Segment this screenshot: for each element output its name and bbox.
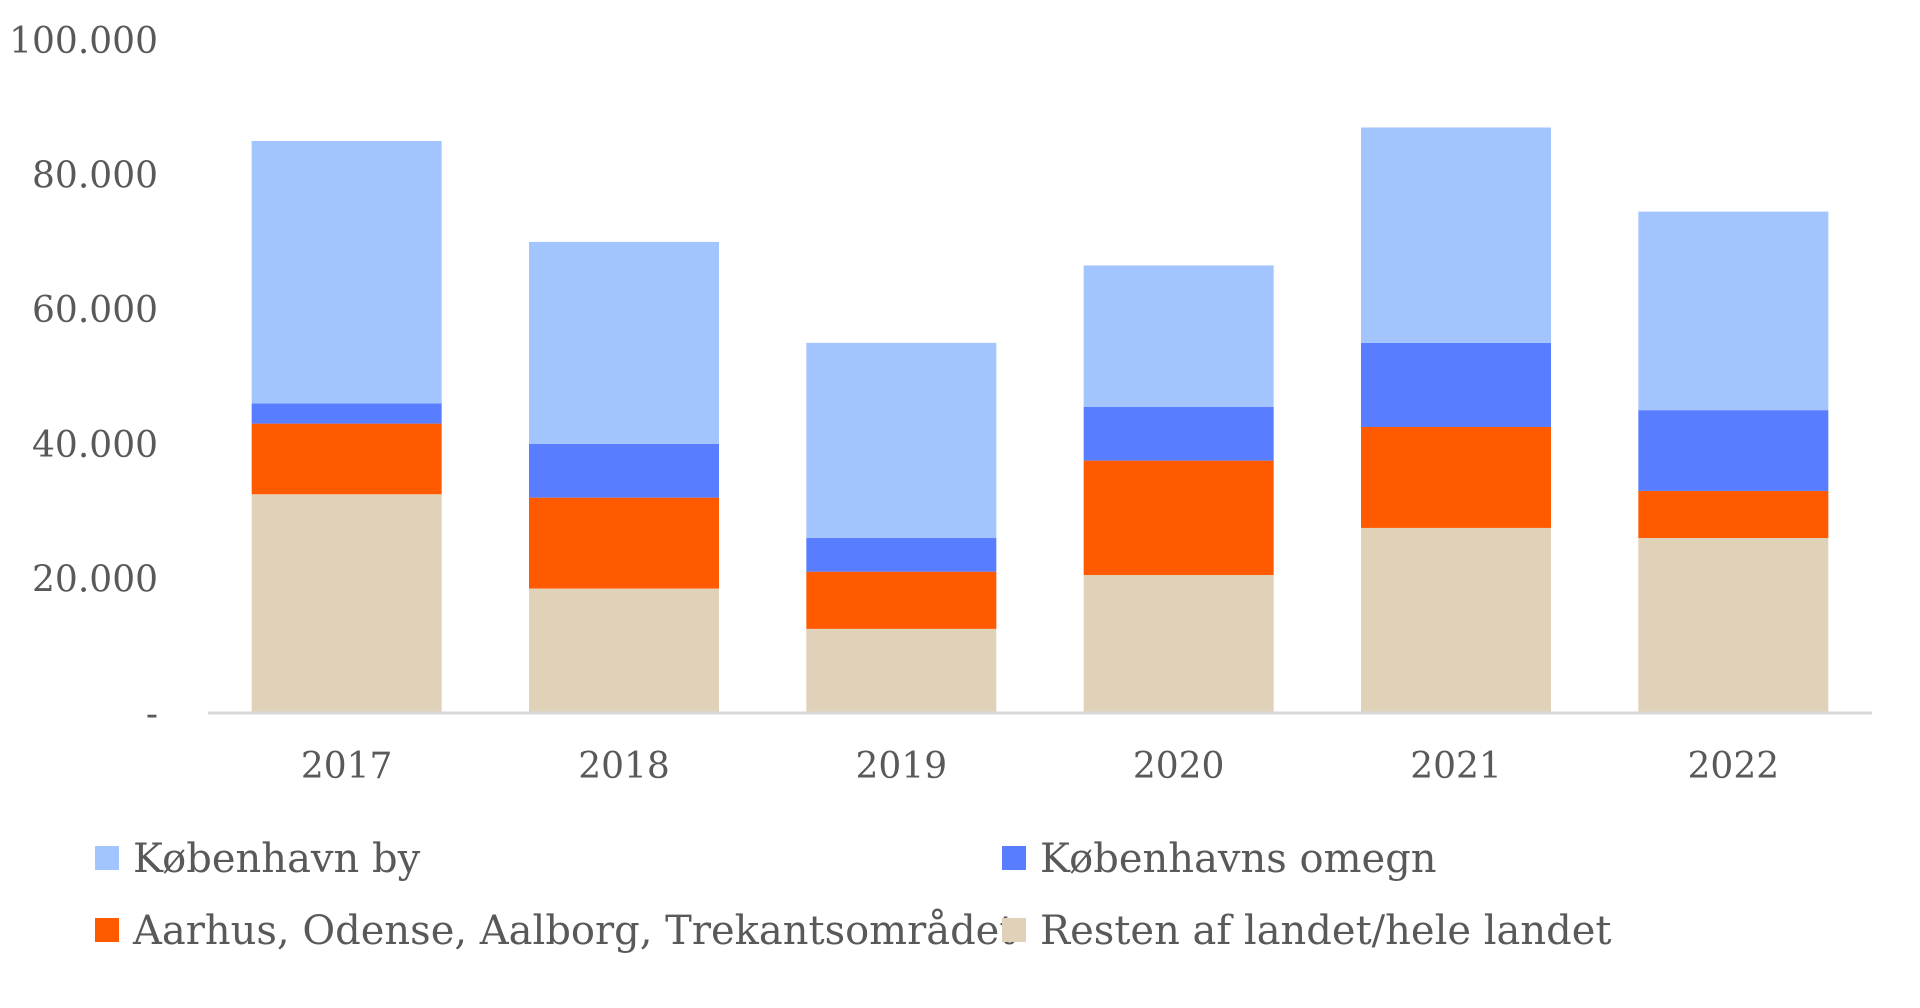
legend-label-series-1: Aarhus, Odense, Aalborg, Trekantsområdet (132, 908, 1015, 954)
bar-segment-2022-series-0 (1638, 538, 1829, 713)
bar-segment-2019-series-0 (806, 628, 997, 713)
bar-segment-2021-series-2 (1361, 342, 1551, 427)
legend-swatch-series-0 (1002, 918, 1026, 942)
bar-segment-2020-series-0 (1083, 575, 1274, 713)
bar-segment-2021-series-1 (1361, 426, 1551, 528)
y-tick-label: 20.000 (32, 559, 158, 600)
bar-segment-2022-series-1 (1638, 490, 1829, 539)
bar-segment-2017-series-2 (251, 403, 442, 424)
x-tick-label: 2020 (1133, 746, 1225, 787)
legend-swatch-series-2 (1002, 846, 1026, 870)
bar-segment-2018-series-2 (529, 443, 719, 498)
y-tick-label: 100.000 (9, 21, 158, 62)
bar-segment-2022-series-3 (1638, 211, 1829, 411)
x-tick-label: 2021 (1410, 746, 1502, 787)
y-tick-label: 40.000 (32, 425, 158, 466)
legend-label-series-2: Københavns omegn (1040, 836, 1437, 882)
bars (251, 127, 1829, 713)
bar-segment-2018-series-3 (529, 241, 719, 444)
x-tick-label: 2018 (578, 746, 670, 787)
x-tick-label: 2017 (301, 746, 393, 787)
legend-label-series-0: Resten af landet/hele landet (1040, 908, 1612, 954)
legend-label-series-3: København by (133, 836, 421, 882)
bar-segment-2020-series-3 (1083, 265, 1274, 407)
bar-segment-2019-series-2 (806, 538, 997, 572)
bar-segment-2017-series-1 (251, 423, 442, 495)
y-tick-label: 60.000 (32, 290, 158, 331)
legend: København by Københavns omegn Aarhus, Oden… (95, 836, 1612, 954)
bar-segment-2018-series-1 (529, 497, 719, 589)
bar-segment-2019-series-1 (806, 571, 997, 629)
bar-segment-2021-series-3 (1361, 127, 1551, 343)
bar-segment-2021-series-0 (1361, 527, 1551, 713)
bar-segment-2020-series-1 (1083, 460, 1274, 576)
x-tick-label: 2022 (1688, 746, 1780, 787)
bar-segment-2017-series-3 (251, 140, 442, 404)
x-axis: 2017 2018 2019 2020 2021 2022 (208, 711, 1872, 787)
bar-segment-2020-series-2 (1083, 406, 1274, 461)
legend-swatch-series-3 (95, 846, 119, 870)
bar-segment-2017-series-0 (251, 494, 442, 713)
bar-segment-2022-series-2 (1638, 410, 1829, 491)
y-axis: - 20.000 40.000 60.000 80.000 100.000 (9, 21, 158, 735)
x-tick-label: 2019 (856, 746, 948, 787)
bar-segment-2018-series-0 (529, 588, 719, 713)
bar-segment-2019-series-3 (806, 342, 997, 539)
legend-swatch-series-1 (95, 918, 119, 942)
y-tick-label: - (146, 694, 158, 735)
y-tick-label: 80.000 (32, 156, 158, 197)
